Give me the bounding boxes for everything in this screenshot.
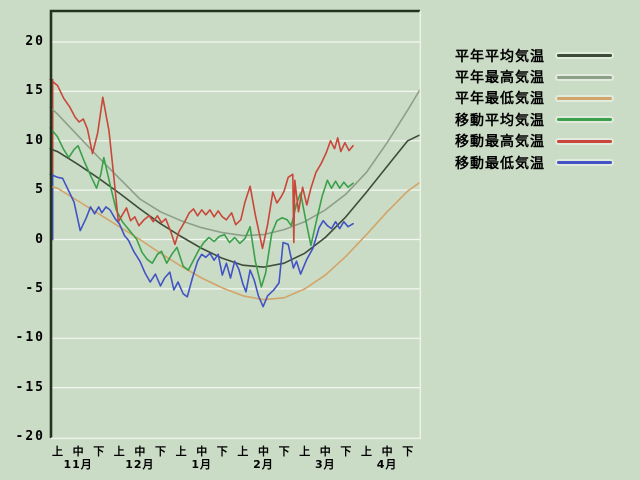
- plot-border-light: [51, 11, 422, 440]
- x-period-label: 中: [319, 445, 331, 458]
- legend-swatch-moving-min: [557, 161, 612, 165]
- legend-label: 移動平均気温: [455, 112, 545, 129]
- legend-label: 平年最低気温: [455, 91, 545, 108]
- legend-swatch-moving-mean: [557, 118, 612, 122]
- x-period-label: 下: [155, 445, 166, 458]
- y-axis-label: -15: [15, 379, 45, 395]
- x-period-label: 中: [72, 445, 84, 458]
- y-axis-label: -20: [15, 429, 45, 444]
- x-period-label: 上: [299, 445, 311, 458]
- legend-label: 移動最高気温: [455, 134, 545, 151]
- legend-swatch-normal-max: [557, 75, 612, 79]
- y-axis-label: 20: [25, 34, 45, 49]
- x-period-label: 下: [216, 445, 228, 458]
- legend-item-moving-min: 移動最低気温: [455, 152, 612, 173]
- x-period-label: 下: [340, 445, 352, 458]
- series-line-moving-min: [49, 173, 354, 308]
- x-period-label: 中: [381, 445, 393, 458]
- series-line-normal-mean: [49, 134, 421, 268]
- x-period-label: 上: [361, 445, 372, 458]
- x-period-label: 上: [52, 445, 63, 458]
- x-period-label: 上: [113, 445, 125, 458]
- legend-item-moving-mean: 移動平均気温: [455, 109, 612, 130]
- y-axis-label: 15: [25, 83, 45, 99]
- x-month-label: 11月: [63, 458, 93, 471]
- legend-label: 平年最高気温: [455, 70, 545, 87]
- legend-label: 移動最低気温: [455, 155, 545, 172]
- x-period-label: 中: [258, 445, 269, 458]
- legend-item-normal-mean: 平年平均気温: [455, 45, 612, 66]
- y-axis-label: 0: [35, 231, 45, 247]
- series-line-normal-max: [49, 88, 421, 237]
- series-line-moving-mean: [49, 127, 354, 288]
- x-period-label: 中: [196, 445, 208, 458]
- legend-swatch-normal-mean: [557, 54, 612, 58]
- legend-swatch-normal-min: [557, 96, 612, 100]
- y-axis-label: 10: [25, 132, 45, 148]
- y-axis-label: -10: [15, 330, 45, 346]
- plot-border-dark: [49, 9, 420, 438]
- x-period-label: 上: [237, 445, 249, 458]
- x-period-label: 下: [93, 445, 105, 458]
- legend-swatch-moving-max: [557, 139, 612, 143]
- x-period-label: 下: [278, 445, 290, 458]
- legend-item-moving-max: 移動最高気温: [455, 131, 612, 152]
- x-month-label: 12月: [125, 458, 155, 471]
- x-month-label: 4月: [376, 458, 398, 471]
- x-month-label: 2月: [253, 458, 274, 471]
- x-period-label: 中: [134, 445, 146, 458]
- x-month-label: 1月: [191, 458, 213, 471]
- x-month-label: 3月: [314, 458, 336, 471]
- x-period-label: 下: [402, 445, 414, 458]
- series-line-normal-min: [49, 181, 421, 301]
- x-period-label: 上: [175, 445, 187, 458]
- series-line-moving-max: [49, 78, 354, 250]
- legend: 平年平均気温 平年最高気温 平年最低気温 移動平均気温 移動最高気温 移動最低気温: [455, 45, 612, 173]
- legend-item-normal-min: 平年最低気温: [455, 88, 612, 109]
- legend-label: 平年平均気温: [455, 48, 545, 65]
- legend-item-normal-max: 平年最高気温: [455, 66, 612, 87]
- y-axis-label: 5: [35, 182, 45, 198]
- y-axis-label: -5: [25, 280, 45, 296]
